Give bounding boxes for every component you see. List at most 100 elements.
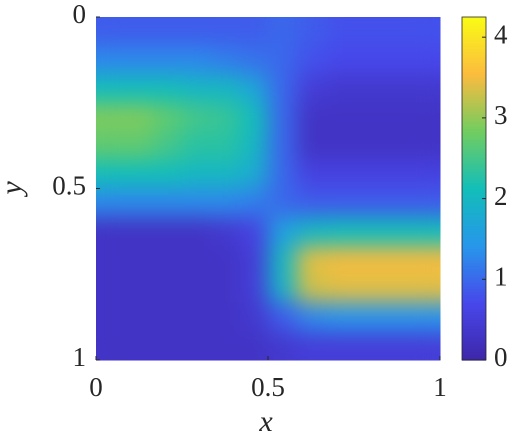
colorbar-swatch [462,254,486,258]
colorbar-swatch [462,299,486,304]
colorbar-swatch [462,79,486,84]
colorbar-swatch [462,234,486,238]
heatmap-cell [325,274,355,304]
y-tick-label: 1 [73,342,87,372]
colorbar-swatch [462,168,486,172]
heatmap-cell [182,188,211,218]
colorbar-swatch [462,351,486,355]
heatmap-cell [354,160,383,189]
colorbar-tick-label: 1 [494,261,508,291]
colorbar-swatch [462,142,486,147]
colorbar-swatch [462,97,486,101]
heatmap-cell [182,302,211,333]
heatmap-cell [354,45,383,75]
colorbar-swatch [462,111,486,115]
x-tick-label: 1 [433,372,447,402]
colorbar-swatch [462,242,486,247]
heatmap-cell [382,131,413,161]
heatmap-cell [239,302,269,333]
heatmap-cell [354,131,383,161]
colorbar-swatch [462,188,486,192]
colorbar-swatch [462,208,486,212]
heatmap-cell [124,331,155,361]
colorbar-swatch [462,148,486,152]
heatmap-cell [325,245,355,275]
colorbar-swatch [462,322,486,327]
heatmap-cell [296,216,327,247]
heatmap-cell [296,131,327,161]
colorbar-swatch [462,334,486,338]
heatmap-cell [239,160,269,189]
colorbar-swatch [462,202,486,207]
heatmap-cell [268,188,297,218]
heatmap-cell [182,245,211,275]
heatmap-cell [382,160,413,189]
heatmap-cell [325,102,355,132]
heatmap-cell [411,74,441,104]
heatmap-cell [296,331,327,361]
heatmap-cell [354,331,383,361]
colorbar-swatch [462,277,486,281]
colorbar-swatch [462,88,486,92]
heatmap-cell [182,17,211,46]
heatmap-cell [182,102,211,132]
colorbar-swatch [462,328,486,333]
heatmap-cell [382,216,413,247]
colorbar-swatch [462,154,486,158]
heatmap-cell [382,245,413,275]
heatmap-cell [239,216,269,247]
heatmap-cell [210,274,241,304]
colorbar-swatch [462,217,486,221]
heatmap-cell [96,302,125,333]
colorbar-swatch [462,48,486,52]
heatmap-cell [354,245,383,275]
colorbar-swatch [462,199,486,204]
heatmap-cell [268,131,297,161]
heatmap-cell [210,331,241,361]
colorbar-swatch [462,65,486,70]
colorbar-swatch [462,159,486,164]
colorbar-swatch [462,99,486,104]
heatmap-cell [210,216,241,247]
heatmap-cell [354,17,383,46]
heatmap-cell [124,216,155,247]
colorbar-swatch [462,237,486,241]
heatmap-cell [268,216,297,247]
heatmap-cell [210,131,241,161]
heatmap-cell [411,245,441,275]
heatmap-cell [153,74,183,104]
colorbar-swatch [462,119,486,124]
heatmap-cell [296,160,327,189]
colorbar-swatch [462,331,486,335]
heatmap-cell [153,216,183,247]
colorbar-swatch [462,231,486,235]
heatmap-cell [411,45,441,75]
heatmap-cell [325,216,355,247]
colorbar-swatch [462,297,486,301]
colorbar-swatch [462,314,486,318]
colorbar-swatch [462,31,486,35]
heatmap-cell [96,45,125,75]
colorbar-swatch [462,294,486,298]
colorbar-swatch [462,225,486,230]
colorbar-frame [461,16,487,361]
heatmap-cell [411,160,441,189]
colorbar-swatch [462,251,486,255]
heatmap-cell [268,245,297,275]
colorbar-swatch [462,282,486,287]
heatmap-cell [296,188,327,218]
colorbar-swatch [462,337,486,341]
colorbar-swatch [462,68,486,72]
colorbar-swatch [462,257,486,261]
colorbar-swatch [462,325,486,330]
heatmap-cell [210,17,241,46]
colorbar-swatch [462,259,486,264]
heatmap-cell [382,102,413,132]
colorbar-swatch [462,214,486,218]
heatmap-cell [210,302,241,333]
colorbar-swatch [462,319,486,324]
colorbar-swatch [462,182,486,187]
y-tick-label: 0 [73,0,87,29]
heatmap-cell [382,331,413,361]
